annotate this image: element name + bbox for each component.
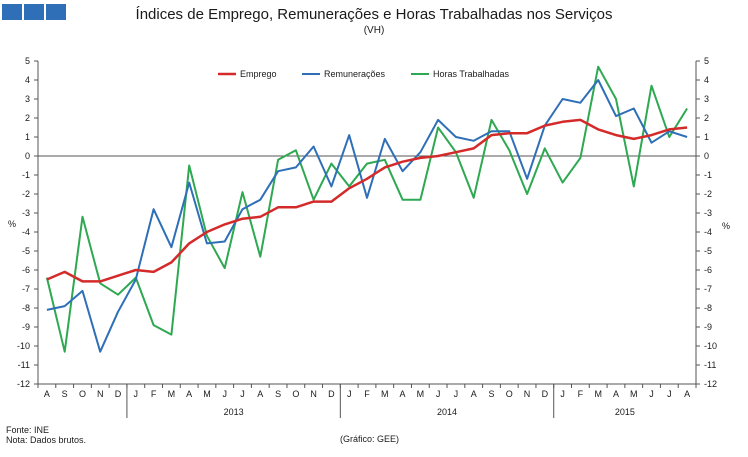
x-tick-label: S	[62, 389, 68, 399]
x-tick-label: M	[381, 389, 389, 399]
legend: Emprego Remunerações Horas Trabalhadas	[218, 69, 510, 79]
series-line-horas-trabalhadas	[45, 65, 688, 353]
year-label: 2015	[615, 407, 635, 417]
x-tick-label: D	[328, 389, 335, 399]
x-tick-label: A	[684, 389, 690, 399]
x-tick-label: A	[613, 389, 619, 399]
y-tick-label-left: 5	[25, 56, 30, 66]
y-tick-label-left: -2	[22, 189, 30, 199]
x-tick-label: M	[417, 389, 425, 399]
y-tick-label-left: -12	[17, 379, 30, 389]
x-tick-label: A	[400, 389, 406, 399]
year-label: 2013	[224, 407, 244, 417]
chart-title: Índices de Emprego, Remunerações e Horas…	[136, 6, 613, 23]
x-tick-label: J	[667, 389, 672, 399]
x-tick-label: N	[97, 389, 104, 399]
y-tick-label-left: -8	[22, 303, 30, 313]
x-tick-label: S	[488, 389, 494, 399]
logo-block-2	[24, 4, 44, 20]
x-tick-label: A	[471, 389, 477, 399]
x-tick-label: N	[524, 389, 531, 399]
y-tick-label-right: 2	[704, 113, 709, 123]
x-tick-label: D	[542, 389, 549, 399]
x-tick-label: A	[44, 389, 50, 399]
y-axis-label-left: %	[8, 219, 16, 229]
logo-block-1	[2, 4, 22, 20]
x-tick-label: S	[275, 389, 281, 399]
x-tick-label: M	[594, 389, 602, 399]
x-tick-label: J	[347, 389, 352, 399]
y-tick-label-right: -3	[704, 208, 712, 218]
y-tick-label-right: 5	[704, 56, 709, 66]
y-tick-label-right: -1	[704, 170, 712, 180]
y-tick-label-left: 1	[25, 132, 30, 142]
y-tick-label-left: -3	[22, 208, 30, 218]
source-note: Fonte: INE	[6, 425, 50, 435]
y-tick-label-right: 1	[704, 132, 709, 142]
y-tick-label-right: -6	[704, 265, 712, 275]
y-tick-label-right: -5	[704, 246, 712, 256]
x-tick-label: M	[203, 389, 211, 399]
x-tick-label: J	[134, 389, 139, 399]
x-tick-label: J	[436, 389, 441, 399]
x-tick-label: J	[222, 389, 227, 399]
y-tick-label-left: -10	[17, 341, 30, 351]
y-tick-label-right: -7	[704, 284, 712, 294]
legend-label: Remunerações	[324, 69, 386, 79]
y-tick-label-left: -11	[18, 360, 30, 370]
y-tick-label-right: -8	[704, 303, 712, 313]
y-tick-label-right: -10	[704, 341, 717, 351]
x-tick-label: A	[257, 389, 263, 399]
x-tick-label: O	[292, 389, 299, 399]
x-tick-label: F	[578, 389, 584, 399]
x-tick-label: M	[168, 389, 176, 399]
x-tick-label: O	[79, 389, 86, 399]
y-tick-label-left: -9	[22, 322, 30, 332]
x-tick-label: O	[506, 389, 513, 399]
x-tick-label: M	[630, 389, 638, 399]
logo	[2, 4, 66, 20]
y-tick-label-right: -9	[704, 322, 712, 332]
data-note: Nota: Dados brutos.	[6, 435, 87, 445]
x-tick-label: J	[560, 389, 565, 399]
y-tick-label-left: -1	[22, 170, 30, 180]
x-tick-label: D	[115, 389, 122, 399]
y-tick-label-right: -4	[704, 227, 712, 237]
y-tick-label-left: 4	[25, 75, 30, 85]
y-tick-label-right: -11	[704, 360, 716, 370]
y-axis-label-right: %	[722, 221, 730, 231]
axes: 5 5 4 4 3 3 2 2 1 1 0 0 -1 -1 -2 -2 -3 -3 -4 -4 -5 -5 -6 -6 -7 -7…	[17, 56, 717, 418]
y-tick-label-right: -2	[704, 189, 712, 199]
y-tick-label-left: -7	[22, 284, 30, 294]
series-layer	[45, 65, 688, 353]
y-tick-label-right: -12	[704, 379, 717, 389]
x-tick-label: J	[240, 389, 245, 399]
graph-ref: (Gráfico: GEE)	[340, 434, 400, 444]
y-tick-label-right: 3	[704, 94, 709, 104]
legend-label: Horas Trabalhadas	[433, 69, 510, 79]
x-tick-label: J	[649, 389, 654, 399]
x-tick-label: A	[186, 389, 192, 399]
logo-block-3	[46, 4, 66, 20]
year-label: 2014	[437, 407, 457, 417]
legend-label: Emprego	[240, 69, 277, 79]
y-tick-label-left: -6	[22, 265, 30, 275]
y-tick-label-right: 0	[704, 151, 709, 161]
y-tick-label-left: -4	[22, 227, 30, 237]
series-line-emprego	[46, 118, 688, 283]
y-tick-label-left: 2	[25, 113, 30, 123]
x-tick-label: N	[310, 389, 317, 399]
y-tick-label-left: 0	[25, 151, 30, 161]
x-tick-label: F	[151, 389, 157, 399]
x-tick-label: J	[454, 389, 459, 399]
series-line-remuneracoes	[46, 79, 688, 353]
x-tick-label: F	[364, 389, 370, 399]
chart-subtitle: (VH)	[364, 25, 385, 36]
y-tick-label-right: 4	[704, 75, 709, 85]
y-tick-label-left: -5	[22, 246, 30, 256]
y-tick-label-left: 3	[25, 94, 30, 104]
